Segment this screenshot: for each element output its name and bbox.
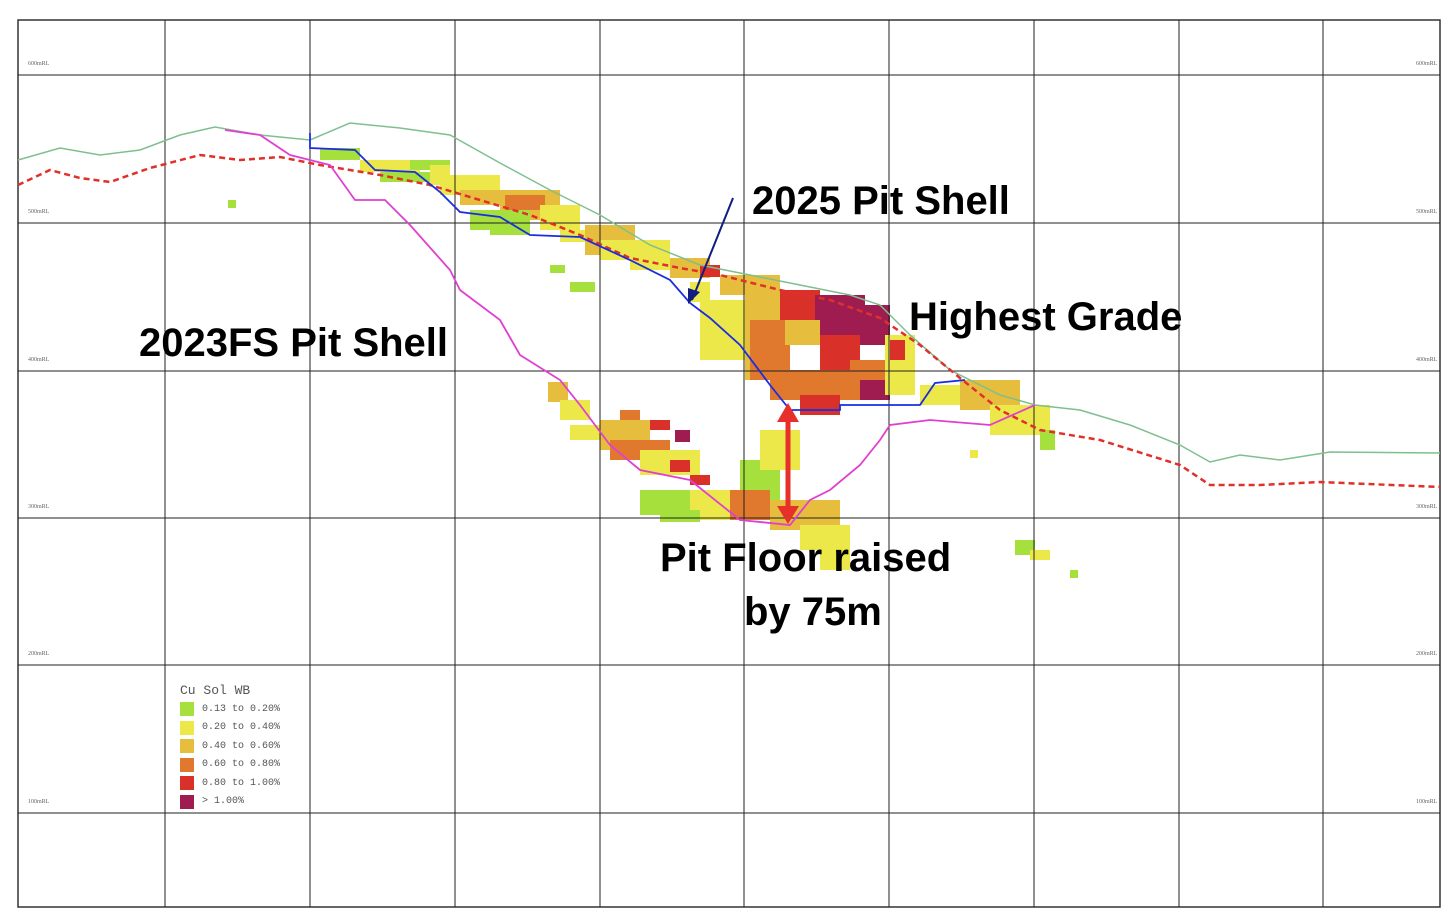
legend-item: 0.13 to 0.20%	[180, 700, 280, 719]
rl-label-left: 300mRL	[28, 504, 50, 510]
legend-label: 0.40 to 0.60%	[202, 740, 281, 752]
legend-item: 0.20 to 0.40%	[180, 719, 280, 738]
floor-raise-arrowhead-bottom	[777, 506, 799, 524]
pit-shell-2023fs-line	[224, 129, 1036, 526]
ore-block	[505, 195, 545, 210]
legend-swatch	[180, 739, 194, 754]
ore-block	[820, 540, 850, 570]
ore-block	[720, 275, 780, 295]
ore-block	[460, 190, 500, 205]
ore-block	[548, 382, 568, 402]
legend-label: 0.60 to 0.80%	[202, 759, 281, 771]
ore-block	[490, 225, 530, 235]
ore-blocks	[228, 148, 1078, 578]
section-grid	[17, 19, 1441, 908]
rl-label-right: 100mRL	[1416, 799, 1438, 805]
ore-block	[1040, 430, 1055, 450]
rl-label-left: 600mRL	[28, 61, 50, 67]
ore-block	[660, 510, 700, 522]
ore-block	[785, 320, 820, 345]
label-highest-grade: Highest Grade	[909, 295, 1183, 339]
ore-block	[550, 265, 565, 273]
rl-label-left: 100mRL	[28, 799, 50, 805]
legend: Cu Sol WB 0.13 to 0.20% 0.20 to 0.40% 0.40…	[180, 683, 280, 811]
ore-block	[620, 410, 640, 420]
rl-label-right: 400mRL	[1416, 357, 1438, 363]
ore-block	[560, 400, 590, 420]
floor-raise-arrowhead-top	[777, 403, 799, 422]
ore-block	[228, 200, 236, 208]
ore-block	[380, 172, 430, 182]
legend-item: > 1.00%	[180, 793, 280, 812]
pit-shell-2025-line	[309, 133, 966, 411]
ore-block	[320, 148, 360, 160]
label-pit-floor-raised: Pit Floor raised	[660, 536, 952, 580]
legend-swatch	[180, 720, 194, 735]
legend-swatch	[180, 776, 194, 791]
ore-block	[890, 340, 905, 360]
ore-block	[815, 295, 865, 335]
legend-title: Cu Sol WB	[180, 683, 251, 698]
ore-block	[1070, 570, 1078, 578]
rl-label-right: 300mRL	[1416, 504, 1438, 510]
legend-label: 0.20 to 0.40%	[202, 722, 281, 734]
ore-block	[570, 282, 595, 292]
legend-label: 0.80 to 1.00%	[202, 777, 281, 789]
ore-block	[675, 430, 690, 442]
rl-label-left: 400mRL	[28, 357, 50, 363]
rl-label-right: 200mRL	[1416, 651, 1438, 657]
ore-block	[970, 450, 978, 458]
label-by-75m: by 75m	[744, 590, 882, 634]
rl-label-left: 500mRL	[28, 209, 50, 215]
legend-item: 0.40 to 0.60%	[180, 737, 280, 756]
rl-label-left: 200mRL	[28, 651, 50, 657]
ore-block	[760, 430, 800, 470]
ore-block	[800, 395, 840, 415]
legend-swatch	[180, 794, 194, 809]
ore-block	[690, 475, 710, 485]
legend-swatch	[180, 702, 194, 717]
ore-block	[860, 380, 890, 400]
legend-label: 0.13 to 0.20%	[202, 703, 281, 715]
ore-block	[650, 420, 670, 430]
ore-block	[1030, 550, 1050, 560]
rl-label-right: 500mRL	[1416, 209, 1438, 215]
ore-block	[670, 460, 690, 472]
dashed-surface-line	[17, 153, 1441, 489]
legend-label: > 1.00%	[202, 796, 245, 808]
label-2023fs-pit-shell: 2023FS Pit Shell	[139, 321, 449, 365]
label-2025-pit-shell: 2025 Pit Shell	[752, 179, 1010, 223]
pit-2025-pointer-arrow	[691, 197, 734, 301]
rl-label-right: 600mRL	[1416, 61, 1438, 67]
legend-item: 0.60 to 0.80%	[180, 756, 280, 775]
legend-item: 0.80 to 1.00%	[180, 774, 280, 793]
section-border	[17, 19, 1441, 908]
topography-line	[17, 122, 1441, 463]
legend-swatch	[180, 757, 194, 772]
pit-2025-pointer-arrowhead	[688, 288, 700, 304]
